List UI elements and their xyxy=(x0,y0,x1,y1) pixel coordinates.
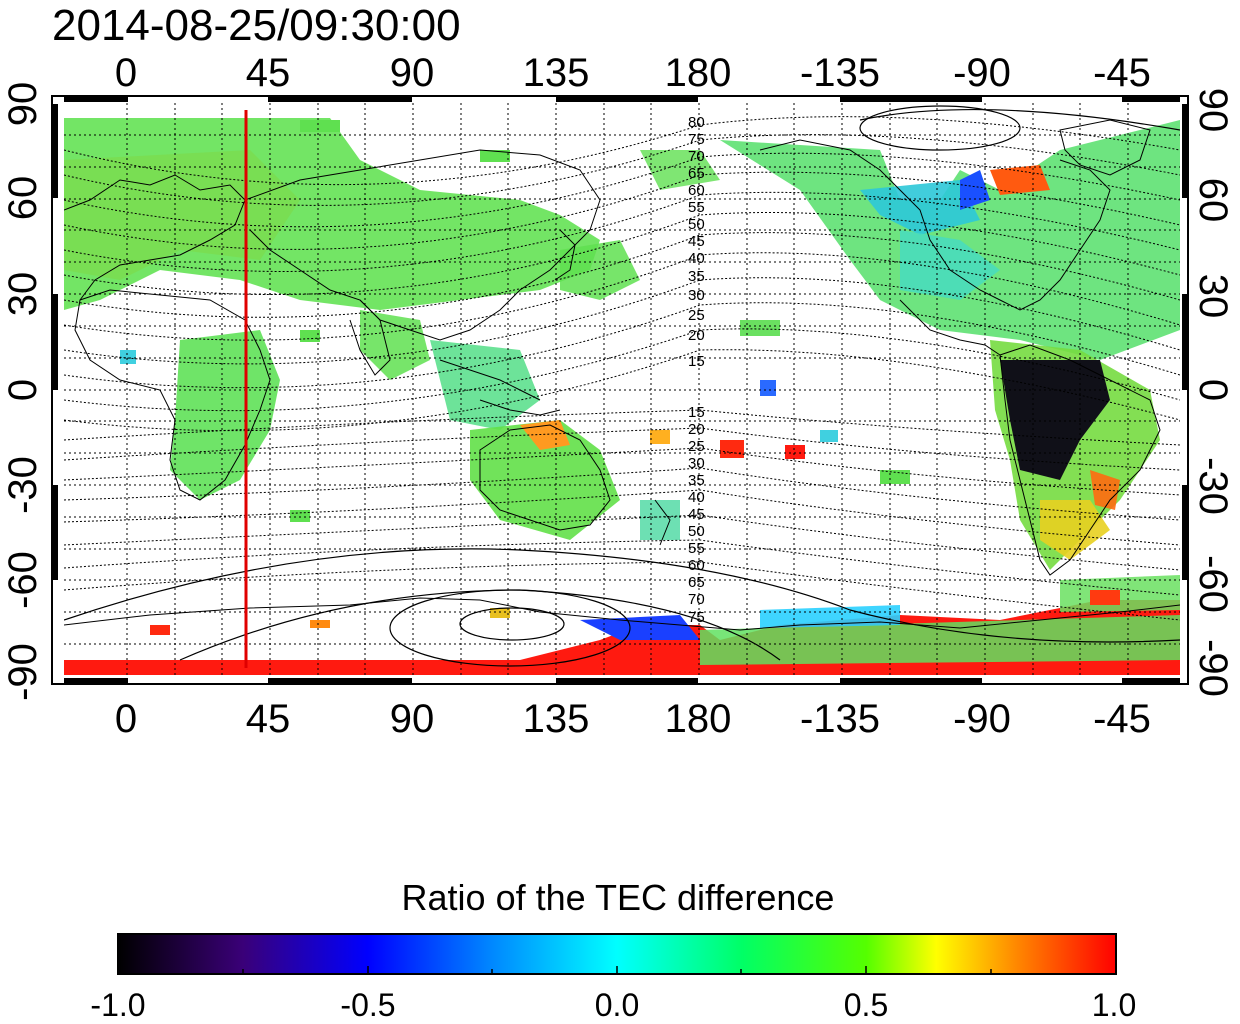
contour-label: 60 xyxy=(688,182,705,199)
left-tick-label: 60 xyxy=(1,176,45,221)
contour-label: 65 xyxy=(688,574,705,591)
plot-title: 2014-08-25/09:30:00 xyxy=(52,1,461,50)
solid-contours xyxy=(64,105,1180,667)
contour-label: 20 xyxy=(688,421,705,438)
right-axis-labels: 90 60 30 0 -30 -60 -90 xyxy=(1191,88,1235,697)
contour-lines xyxy=(64,116,1180,621)
bottom-tick-label: -135 xyxy=(800,697,880,741)
contour-label: 45 xyxy=(688,233,705,250)
bottom-tick-label: 0 xyxy=(115,697,137,741)
colorbar-tick-label: 0.0 xyxy=(595,987,639,1023)
right-tick-label: -30 xyxy=(1191,457,1235,515)
map-border-ticks xyxy=(52,96,1188,684)
colorbar-ticks xyxy=(242,966,992,974)
left-tick-label: 30 xyxy=(1,272,45,317)
contour-label: 40 xyxy=(688,489,705,506)
map-area xyxy=(64,103,1180,675)
contour-labels: 80 75 70 65 60 55 50 45 40 35 30 25 20 1… xyxy=(688,114,705,626)
right-tick-label: 90 xyxy=(1191,88,1235,133)
contour-label: 50 xyxy=(688,216,705,233)
left-tick-label: -60 xyxy=(1,551,45,609)
contour-label: 70 xyxy=(688,591,705,608)
contour-label: 80 xyxy=(688,114,705,131)
left-axis-labels: 90 60 30 0 -30 -60 -90 xyxy=(1,82,45,701)
coastlines xyxy=(64,119,1180,631)
contour-label: 35 xyxy=(688,472,705,489)
colorbar-tick-labels: -1.0 -0.5 0.0 0.5 1.0 xyxy=(90,987,1136,1023)
left-tick-label: 90 xyxy=(1,82,45,127)
contour-label: 55 xyxy=(688,199,705,216)
right-tick-label: -90 xyxy=(1191,639,1235,697)
top-tick-label: 0 xyxy=(115,51,137,95)
contour-label: 55 xyxy=(688,540,705,557)
top-tick-label: 90 xyxy=(390,51,435,95)
right-tick-label: 0 xyxy=(1191,379,1235,401)
colorbar-tick-label: 1.0 xyxy=(1092,987,1136,1023)
contour-label: 15 xyxy=(688,353,705,370)
right-tick-label: -60 xyxy=(1191,555,1235,613)
contour-label: 20 xyxy=(688,327,705,344)
contour-label: 15 xyxy=(688,404,705,421)
contour-label: 75 xyxy=(688,609,705,626)
right-tick-label: 60 xyxy=(1191,178,1235,223)
bottom-tick-label: 45 xyxy=(246,697,291,741)
colorbar-tick-label: -1.0 xyxy=(90,987,145,1023)
left-tick-label: -30 xyxy=(1,456,45,514)
colorbar-tick-label: -0.5 xyxy=(340,987,395,1023)
top-tick-label: -90 xyxy=(953,51,1011,95)
contour-label: 75 xyxy=(688,131,705,148)
bottom-tick-label: 90 xyxy=(390,697,435,741)
right-tick-label: 30 xyxy=(1191,274,1235,319)
top-tick-label: 135 xyxy=(523,51,590,95)
left-tick-label: 0 xyxy=(1,379,45,401)
top-tick-label: 45 xyxy=(246,51,291,95)
bottom-tick-label: -90 xyxy=(953,697,1011,741)
contour-label: 25 xyxy=(688,307,705,324)
contour-label: 60 xyxy=(688,557,705,574)
contour-label: 25 xyxy=(688,438,705,455)
colorbar-title: Ratio of the TEC difference xyxy=(402,877,835,918)
left-tick-label: -90 xyxy=(1,643,45,701)
contour-label: 50 xyxy=(688,523,705,540)
top-tick-label: -45 xyxy=(1093,51,1151,95)
contour-label: 40 xyxy=(688,250,705,267)
contour-label: 65 xyxy=(688,165,705,182)
top-axis-labels: 0 45 90 135 180 -135 -90 -45 xyxy=(115,51,1151,95)
contour-label: 30 xyxy=(688,455,705,472)
contour-label: 45 xyxy=(688,506,705,523)
bottom-tick-label: -45 xyxy=(1093,697,1151,741)
contour-label: 70 xyxy=(688,148,705,165)
top-tick-label: -135 xyxy=(800,51,880,95)
top-tick-label: 180 xyxy=(665,51,732,95)
contour-label: 35 xyxy=(688,268,705,285)
colorbar-tick-label: 0.5 xyxy=(844,987,888,1023)
bottom-tick-label: 180 xyxy=(665,697,732,741)
contour-label: 30 xyxy=(688,287,705,304)
bottom-tick-label: 135 xyxy=(523,697,590,741)
bottom-axis-labels: 0 45 90 135 180 -135 -90 -45 xyxy=(115,697,1151,741)
